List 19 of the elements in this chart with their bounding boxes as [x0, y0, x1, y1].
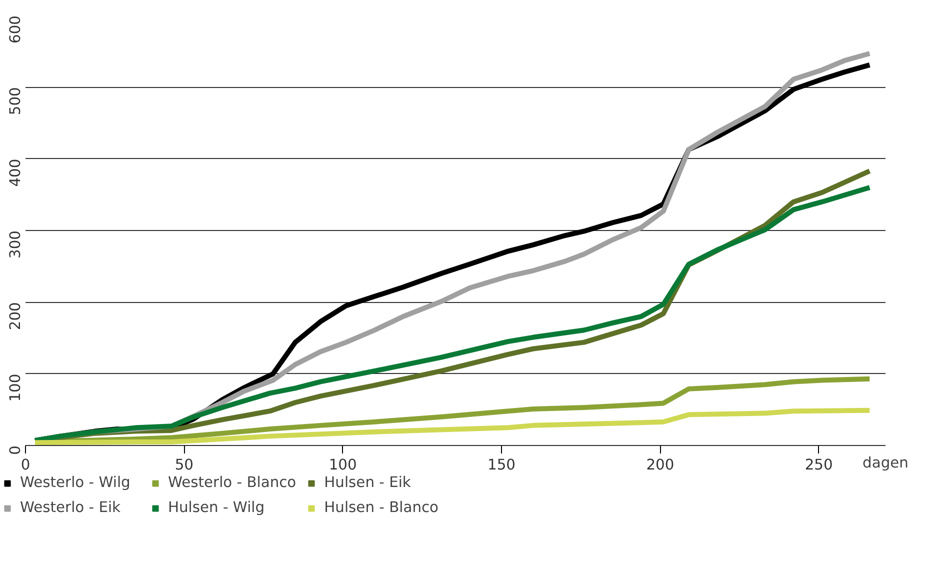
x-axis-title: dagen: [862, 454, 908, 472]
y-tick-label: 400: [7, 158, 24, 187]
x-tick-label: 100: [328, 456, 357, 474]
y-tick-label: 600: [7, 15, 24, 44]
legend-label: Westerlo - Blanco: [168, 474, 296, 491]
y-tick-label: 0: [7, 445, 24, 455]
y-tick-label: 200: [7, 302, 24, 330]
legend-label: Westerlo - Wilg: [20, 474, 132, 491]
x-tick-label: 200: [646, 456, 674, 474]
y-tick-label: 500: [7, 87, 24, 116]
y-tick-label: 100: [7, 374, 24, 402]
x-tick-label: 50: [174, 456, 194, 474]
legend-label: Westerlo - Eik: [20, 499, 122, 516]
x-tick-label: 250: [804, 456, 833, 474]
x-tick-label: 150: [488, 456, 516, 474]
legend-label: Hulsen - Wilg: [168, 499, 266, 516]
y-tick-label: 300: [7, 230, 24, 258]
legend-label: Hulsen - Blanco: [324, 499, 440, 516]
legend-label: Hulsen - Eik: [324, 474, 412, 491]
